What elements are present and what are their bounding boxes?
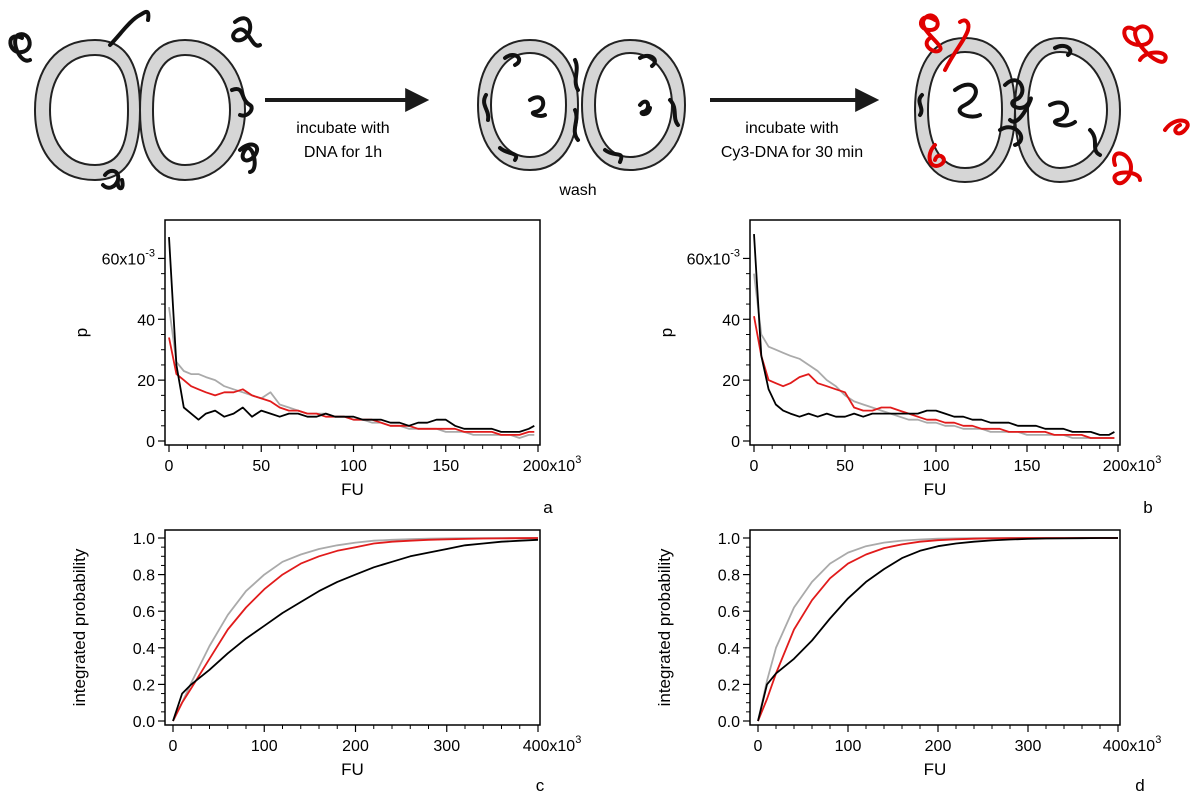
dna-strands-stage3: [917, 43, 1102, 157]
y-tick-label: 0.8: [133, 568, 155, 585]
x-tick-label: 0: [750, 458, 759, 475]
x-tick-label: 0: [754, 738, 763, 755]
plot-frame: [749, 219, 1121, 446]
x-tick-label: 400x103: [523, 734, 582, 755]
x-tick-label: 100: [835, 738, 862, 755]
panel-letter: a: [543, 498, 553, 517]
x-tick-label: 50: [836, 458, 854, 475]
series-line-black: [172, 538, 539, 722]
x-tick-label: 200x103: [523, 454, 582, 475]
y-axis-label: p: [72, 328, 91, 337]
x-tick-label: 200: [342, 738, 369, 755]
chart-panel-c: 0.0 0.2 0.4 0.6 0.8 1.0 0 100 200 300 400x103 FU int…: [70, 529, 582, 795]
x-tick-label: 0: [165, 458, 174, 475]
chart-panel-d: 0.0 0.2 0.4 0.6 0.8 1.0 0 100 200 300 400x103 FU int…: [655, 529, 1162, 795]
x-tick-label: 300: [433, 738, 460, 755]
y-axis-label: p: [657, 328, 676, 337]
series-line-red: [168, 337, 535, 436]
y-tick-label: 1.0: [133, 531, 155, 548]
x-tick-label: 100: [923, 458, 950, 475]
y-tick-label: 20: [137, 373, 155, 390]
cell-pair-stage2: [476, 38, 687, 172]
plot-frame: [164, 529, 541, 726]
y-tick-label: 0.0: [718, 714, 740, 731]
x-tick-label: 150: [432, 458, 459, 475]
x-axis-label: FU: [924, 760, 947, 779]
y-tick-label: 0.8: [718, 568, 740, 585]
x-tick-label: 100: [340, 458, 367, 475]
y-tick-label: 0.0: [133, 714, 155, 731]
y-tick-label: 20: [722, 373, 740, 390]
x-tick-label: 300: [1015, 738, 1042, 755]
y-axis-label: integrated probability: [70, 548, 89, 706]
y-tick-label: 0: [731, 434, 740, 451]
y-tick-label: 60x10-3: [687, 247, 740, 268]
wash-label: wash: [558, 182, 596, 199]
step2-label-line1: incubate with: [745, 120, 838, 137]
x-tick-label: 200: [925, 738, 952, 755]
y-tick-label: 0: [146, 434, 155, 451]
y-tick-label: 0.2: [718, 677, 740, 694]
y-axis-label: integrated probability: [655, 548, 674, 706]
plot-frame: [164, 219, 541, 446]
series-line-black: [757, 537, 1118, 722]
y-tick-label: 0.6: [133, 604, 155, 621]
x-tick-label: 0: [169, 738, 178, 755]
panel-letter: c: [536, 776, 545, 795]
y-tick-label: 40: [137, 312, 155, 329]
cell-pair-stage1: [33, 38, 247, 182]
y-tick-label: 1.0: [718, 531, 740, 548]
dna-strands-stage2: [482, 53, 680, 164]
x-axis-label: FU: [341, 760, 364, 779]
step1-label-line1: incubate with: [296, 120, 389, 137]
x-axis-label: FU: [341, 480, 364, 499]
x-tick-label: 400x103: [1103, 734, 1162, 755]
x-axis-label: FU: [924, 480, 947, 499]
experiment-schematic: incubate with DNA for 1h wash incubate w…: [8, 9, 1190, 199]
series-line-red: [753, 316, 1115, 439]
series-line-gray: [757, 537, 1118, 722]
panel-letter: b: [1143, 498, 1152, 517]
chart-panel-a: 0 20 40 60x10-3 0 50 100 150 200x103 FU p a: [72, 219, 582, 517]
x-tick-label: 150: [1014, 458, 1041, 475]
panel-letter: d: [1135, 776, 1144, 795]
x-tick-label: 100: [251, 738, 278, 755]
x-tick-label: 200x103: [1103, 454, 1162, 475]
y-tick-label: 60x10-3: [102, 247, 155, 268]
series-line-black: [753, 234, 1115, 436]
series-line-black: [168, 237, 535, 433]
step2-label-line2: Cy3-DNA for 30 min: [721, 144, 863, 161]
step1-label-line2: DNA for 1h: [304, 144, 382, 161]
y-tick-label: 0.4: [133, 641, 155, 658]
dna-strands-stage1: [8, 9, 262, 191]
series-line-red: [172, 537, 539, 722]
y-tick-label: 0.6: [718, 604, 740, 621]
y-tick-label: 0.2: [133, 677, 155, 694]
chart-panel-b: 0 20 40 60x10-3 0 50 100 150 200x103 FU p b: [657, 219, 1162, 517]
cy3-dna-strands: [919, 13, 1190, 186]
y-tick-label: 0.4: [718, 641, 740, 658]
x-tick-label: 50: [252, 458, 270, 475]
y-tick-label: 40: [722, 312, 740, 329]
series-line-red: [757, 537, 1118, 722]
plot-frame: [749, 529, 1121, 726]
